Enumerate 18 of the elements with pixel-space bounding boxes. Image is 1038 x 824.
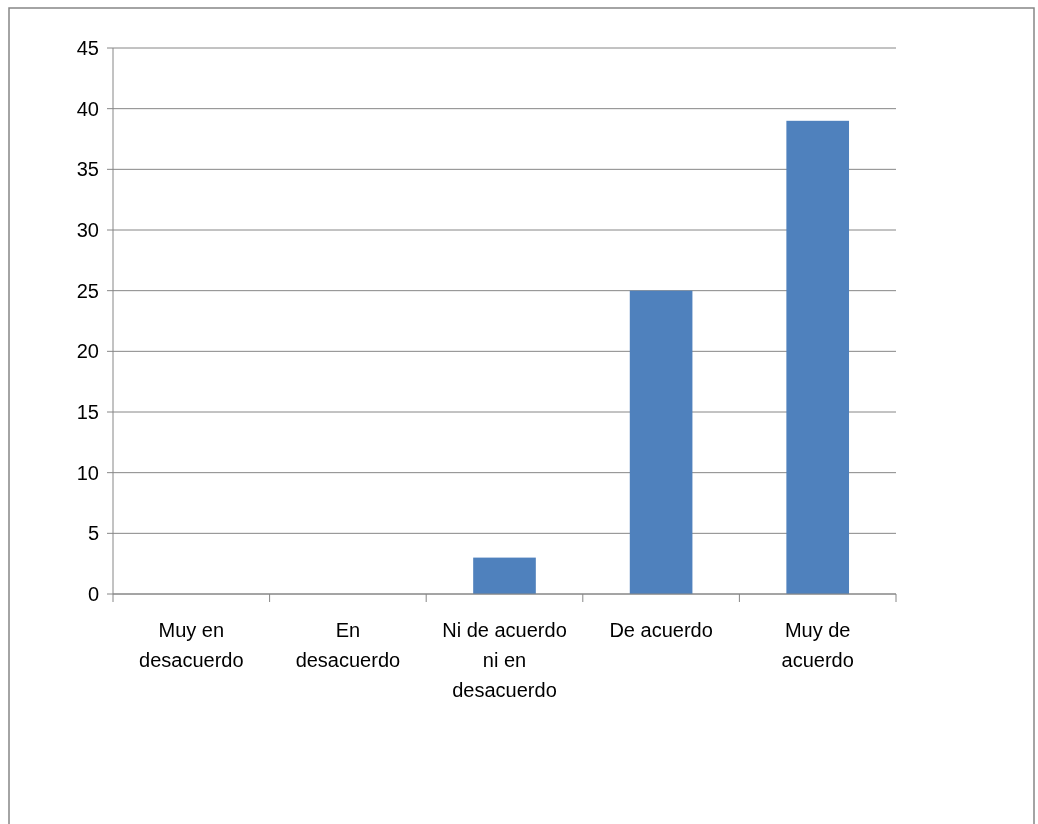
y-tick-label: 30 [76,219,99,241]
y-tick-label: 5 [87,522,99,545]
bar [473,557,536,594]
x-tick-label: Ni de acuerdo ni en desacuerdo [442,619,567,701]
y-tick-label: 25 [76,279,99,302]
y-tick-label: 0 [87,583,99,605]
x-tick-label: En desacuerdo [295,619,401,671]
y-tick-label: 45 [76,37,99,59]
x-tick-label: Muy en desacuerdo [139,619,244,671]
y-tick-label: 35 [76,158,99,181]
y-tick-label: 20 [76,340,99,363]
y-tick-label: 15 [76,401,99,423]
y-tick-label: 40 [76,97,99,120]
y-tick-label: 10 [76,461,99,484]
bar [629,290,693,594]
x-tick-label: Muy de acuerdo [781,619,854,671]
bar [786,120,850,594]
x-tick-label: De acuerdo [609,619,713,641]
